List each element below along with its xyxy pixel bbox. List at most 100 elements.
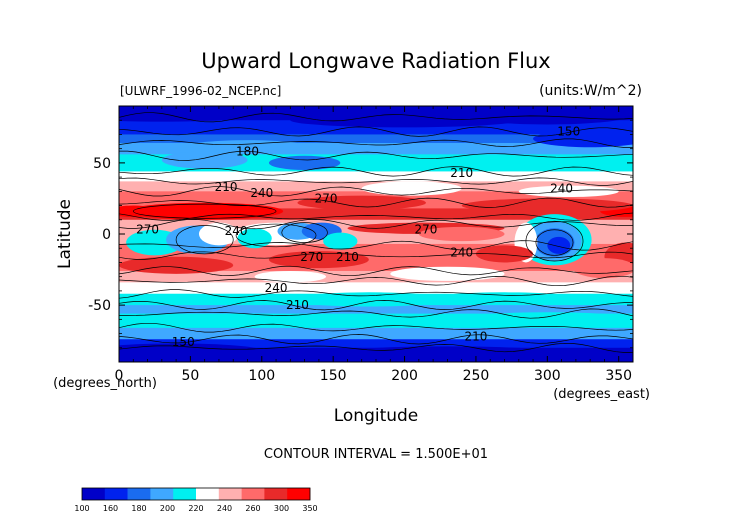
contour-line (119, 197, 633, 208)
patch-c235 (361, 181, 462, 196)
contour-line (119, 150, 633, 161)
contour-line (119, 177, 633, 186)
contour-line (119, 240, 633, 251)
colorbar-swatch (127, 488, 151, 500)
colorbar-tick-label: 260 (245, 504, 260, 513)
contour-labels: 150 150 180 210 210 210 210 240 240 240 240 240 270 2… (136, 125, 580, 349)
y-axis-ticks: -50 0 50 (88, 119, 633, 349)
band-c285 (119, 208, 633, 221)
patch-c220 (290, 292, 448, 307)
patch-c285 (297, 195, 426, 210)
patch-c220 (323, 232, 358, 250)
contour-label: 240 (225, 224, 248, 238)
x-tick-label: 200 (391, 368, 418, 384)
x-axis-label: Longitude (334, 406, 419, 426)
patch-c220 (461, 312, 633, 327)
patch-c235 (518, 185, 619, 198)
contour-ring (535, 229, 574, 256)
patch-c235 (198, 222, 239, 246)
colorbar-tick-label: 200 (160, 504, 175, 513)
contour-line (119, 186, 633, 197)
contour-line (119, 166, 633, 177)
contour-line (119, 219, 633, 230)
colorbar-swatch (196, 488, 220, 500)
contour-label: 210 (450, 166, 473, 180)
patch-c285 (475, 245, 534, 263)
contour-ring (235, 223, 317, 248)
contour-line (119, 322, 633, 333)
colorbar-swatch (218, 488, 242, 500)
x-unit-note: (degrees_east) (553, 387, 650, 402)
colorbar-tick-label: 220 (188, 504, 203, 513)
chart-title: Upward Longwave Radiation Flux (201, 49, 550, 73)
x-tick-label: 150 (320, 368, 347, 384)
contour-label: 210 (215, 180, 238, 194)
contour-ring (281, 222, 328, 243)
contour-ring (132, 203, 277, 219)
patch-c220 (161, 313, 334, 326)
colorbar-swatch (150, 488, 174, 500)
contour-label: 240 (550, 181, 573, 195)
contour-line (119, 138, 633, 148)
x-tick-label: 250 (463, 368, 490, 384)
colorbar-tick-label: 300 (274, 504, 289, 513)
contour-ring (525, 220, 584, 262)
colorbar-tick-label: 350 (302, 504, 317, 513)
contour-line (119, 289, 633, 299)
band-c235 (119, 171, 633, 182)
contour-line (119, 126, 633, 137)
patch-c265 (573, 258, 633, 279)
colorbar-tick-label: 160 (103, 504, 118, 513)
colorbar-swatch (82, 488, 106, 500)
contour-line (119, 342, 633, 353)
patch-c285 (461, 198, 633, 213)
contour-label: 270 (300, 250, 323, 264)
contour-label: 210 (464, 329, 487, 343)
contour-line (119, 275, 633, 287)
colorbar-swatch (241, 488, 265, 500)
colorbar-tick-label: 100 (74, 504, 89, 513)
patch-c235 (254, 270, 327, 283)
contour-label: 210 (336, 250, 359, 264)
patch-c235 (390, 266, 505, 281)
colorbar-tick-label: 180 (131, 504, 146, 513)
y-axis-label: Latitude (55, 199, 75, 269)
contour-lines (119, 112, 633, 353)
contour-line (119, 251, 633, 260)
patch-c205 (190, 140, 305, 152)
patch-c190 (268, 155, 341, 170)
contour-label: 240 (450, 245, 473, 259)
file-label: [ULWRF_1996-02_NCEP.nc] (120, 84, 281, 98)
patch-c220 (433, 292, 576, 304)
y-tick-label: -50 (88, 298, 111, 314)
patch-c150 (119, 343, 262, 358)
patch-c310 (119, 205, 159, 217)
colorbar-frame (81, 487, 311, 501)
band-c205 (119, 305, 633, 315)
band-c190 (119, 134, 633, 144)
patch-c265 (418, 226, 505, 242)
contour-label: 270 (136, 223, 159, 237)
x-tick-label: 0 (115, 368, 124, 384)
colorbar-tick-label: 240 (217, 504, 232, 513)
y-tick-label: 50 (93, 156, 111, 172)
contour-line (119, 265, 633, 277)
x-tick-label: 350 (605, 368, 632, 384)
band-c235 (119, 282, 633, 295)
contour-line (119, 308, 633, 319)
x-tick-label: 300 (534, 368, 561, 384)
patch-c150 (290, 113, 519, 128)
y-unit-note: (degrees_north) (53, 376, 157, 391)
contour-interval-note: CONTOUR INTERVAL = 1.500E+01 (264, 447, 488, 462)
contour-label: 210 (286, 298, 309, 312)
colorbar-swatch (264, 488, 288, 500)
contour-label: 180 (236, 145, 259, 159)
plot-area (119, 106, 633, 362)
contour-label: 150 (172, 335, 195, 349)
colorbar-swatch (287, 488, 311, 500)
y-tick-label: 0 (102, 227, 111, 243)
contour-label: 240 (250, 186, 273, 200)
x-tick-label: 50 (181, 368, 199, 384)
patch-c285 (119, 256, 234, 274)
